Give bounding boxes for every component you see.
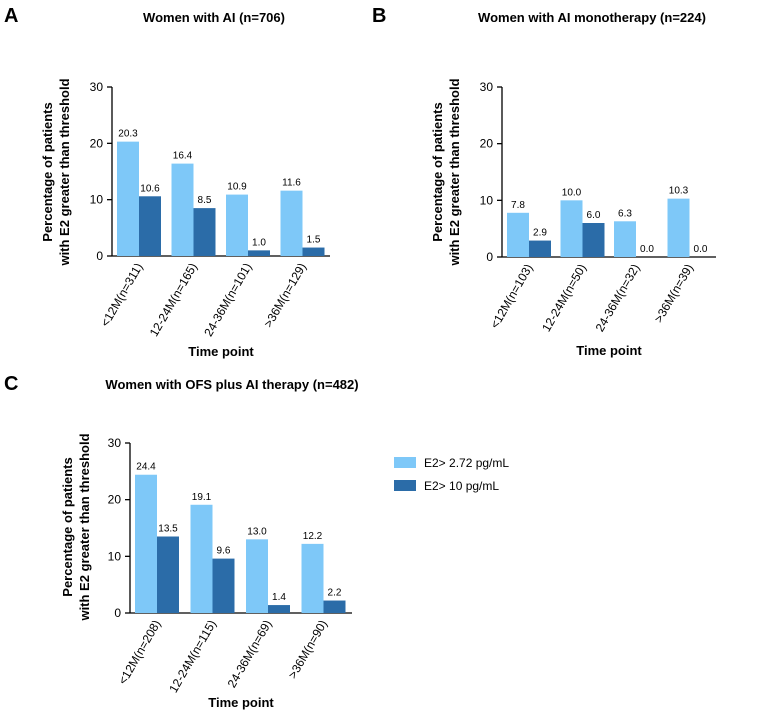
panel-a-category-label: >36M(n=129) [261, 260, 309, 329]
panel-a-category-label: 12-24M(n=165) [147, 261, 200, 339]
panel-a-bar-e2-above-10 [248, 250, 270, 256]
panel-a-data-label: 10.9 [227, 182, 247, 193]
panel-a-category-label: 24-36M(n=101) [201, 261, 254, 339]
panel-c-bar-e2-above-2-72 [135, 474, 157, 613]
panel-b-data-label: 6.3 [618, 208, 632, 219]
panel-c-ytick-label: 10 [108, 549, 122, 563]
panel-a-ytick-label: 10 [90, 193, 104, 207]
panel-b-data-label: 7.8 [511, 200, 525, 211]
panel-b-bar-e2-above-2-72 [560, 200, 583, 257]
panel-a-letter: A [4, 5, 18, 27]
panel-b-bar-e2-above-10 [529, 240, 551, 257]
panel-b-data-label: 2.9 [533, 228, 547, 239]
panel-a-ytick-label: 20 [90, 136, 104, 150]
panel-a-category-label: <12M(n=311) [98, 260, 146, 329]
panel-a-bar-e2-above-2-72 [226, 194, 248, 256]
panel-c-category-label: >36M(n=90) [285, 617, 330, 681]
panel-c-title: Women with OFS plus AI therapy (n=482) [105, 377, 358, 392]
panel-c-bar-e2-above-10 [268, 605, 290, 613]
legend-label-e2-above-2-72: E2> 2.72 pg/mL [424, 456, 509, 470]
panel-c-y-axis-label-line1: Percentage of patients [60, 457, 75, 596]
panel-b-bar-e2-above-2-72 [507, 212, 529, 257]
panel-c-bar-e2-above-2-72 [301, 543, 324, 613]
panel-a-bar-e2-above-10 [139, 196, 161, 256]
panel-c-category-label: <12M(n=208) [115, 617, 163, 686]
panel-c-data-label: 9.6 [217, 546, 231, 557]
panel-a-data-label: 11.6 [282, 178, 301, 189]
panel-b-category-label: 12-24M(n=50) [539, 262, 589, 335]
panel-a-data-label: 1.0 [252, 237, 266, 248]
panel-a: A Women with AI (n=706) 0 10 20 30 Percentage … [4, 5, 330, 359]
panel-b-y-axis-label: Percentage of patients with E2 greater th… [430, 78, 462, 266]
panel-c-data-label: 13.5 [158, 524, 178, 535]
panel-b-ytick-label: 20 [480, 137, 494, 151]
panel-c-data-label: 1.4 [272, 592, 286, 603]
panel-b-bar-e2-above-10 [582, 223, 605, 257]
panel-c-category-label: 24-36M(n=69) [225, 618, 275, 691]
panel-b-data-label: 10.3 [669, 186, 689, 197]
panel-a-title: Women with AI (n=706) [143, 10, 285, 25]
panel-c-bar-e2-above-10 [323, 600, 346, 613]
panel-c-bar-e2-above-2-72 [246, 539, 268, 613]
panel-b-category-label: >36M(n=39) [651, 261, 696, 325]
panel-a-bar-e2-above-2-72 [117, 141, 139, 256]
panel-b-category-label: <12M(n=103) [487, 261, 535, 330]
panel-c-ytick-label: 20 [108, 493, 122, 507]
panel-a-ytick-label: 30 [90, 80, 104, 94]
panel-a-data-label: 16.4 [173, 151, 193, 162]
panel-c-bar-e2-above-2-72 [190, 504, 213, 613]
panel-a-data-label: 10.6 [140, 183, 160, 194]
panel-a-y-axis-label-line1: Percentage of patients [40, 102, 55, 241]
panel-b-data-label: 0.0 [640, 244, 654, 255]
panel-c-ytick-label: 0 [114, 606, 121, 620]
panel-a-data-label: 8.5 [198, 195, 212, 206]
panel-b-x-axis-label: Time point [576, 343, 642, 358]
panel-a-bar-e2-above-10 [302, 247, 325, 256]
panel-b-letter: B [372, 5, 386, 27]
panel-c-bar-e2-above-10 [157, 536, 179, 613]
panel-c-y-axis-label-line2: with E2 greater than threshold [77, 433, 92, 621]
panel-c-letter: C [4, 373, 18, 395]
panel-a-y-axis-label: Percentage of patients with E2 greater th… [40, 78, 72, 266]
panel-a-data-label: 20.3 [118, 129, 138, 140]
panel-b-ytick-label: 10 [480, 193, 494, 207]
panel-b-data-label: 6.0 [587, 210, 601, 221]
panel-b-bar-e2-above-2-72 [614, 221, 636, 257]
panel-a-bar-e2-above-2-72 [171, 163, 194, 256]
panel-a-x-axis-label: Time point [188, 344, 254, 359]
panel-c-data-label: 12.2 [303, 531, 323, 542]
panel-c: C Women with OFS plus AI therapy (n=482) 0… [4, 373, 359, 710]
panel-c-data-label: 2.2 [328, 588, 342, 599]
panel-b-data-label: 0.0 [694, 244, 708, 255]
panel-c-data-label: 24.4 [136, 462, 156, 473]
panel-c-ytick-label: 30 [108, 436, 122, 450]
panel-b-title: Women with AI monotherapy (n=224) [478, 10, 706, 25]
panel-a-bar-e2-above-10 [193, 208, 216, 256]
panel-c-y-axis-label: Percentage of patients with E2 greater th… [60, 433, 92, 621]
panel-a-y-axis-label-line2: with E2 greater than threshold [57, 78, 72, 266]
panel-c-data-label: 13.0 [247, 526, 267, 537]
panel-a-ytick-label: 0 [96, 249, 103, 263]
panel-b-y-axis-label-line2: with E2 greater than threshold [447, 78, 462, 266]
panel-b: B Women with AI monotherapy (n=224) 0 10 20 3… [372, 5, 716, 358]
legend-label-e2-above-10: E2> 10 pg/mL [424, 479, 499, 493]
panel-a-data-label: 1.5 [307, 235, 321, 246]
legend-swatch-e2-above-10 [394, 480, 416, 491]
legend: E2> 2.72 pg/mL E2> 10 pg/mL [394, 456, 509, 493]
panel-b-ytick-label: 30 [480, 80, 494, 94]
panel-c-bar-e2-above-10 [212, 558, 235, 613]
panel-b-category-label: 24-36M(n=32) [593, 262, 643, 335]
panel-b-bar-e2-above-2-72 [667, 198, 690, 257]
panel-b-y-axis-label-line1: Percentage of patients [430, 102, 445, 241]
panel-a-bar-e2-above-2-72 [280, 190, 303, 256]
panel-c-x-axis-label: Time point [208, 695, 274, 710]
panel-b-data-label: 10.0 [562, 187, 582, 198]
legend-swatch-e2-above-2-72 [394, 457, 416, 468]
panel-c-category-label: 12-24M(n=115) [166, 618, 219, 696]
panel-b-ytick-label: 0 [486, 250, 493, 264]
panel-c-data-label: 19.1 [192, 492, 212, 503]
